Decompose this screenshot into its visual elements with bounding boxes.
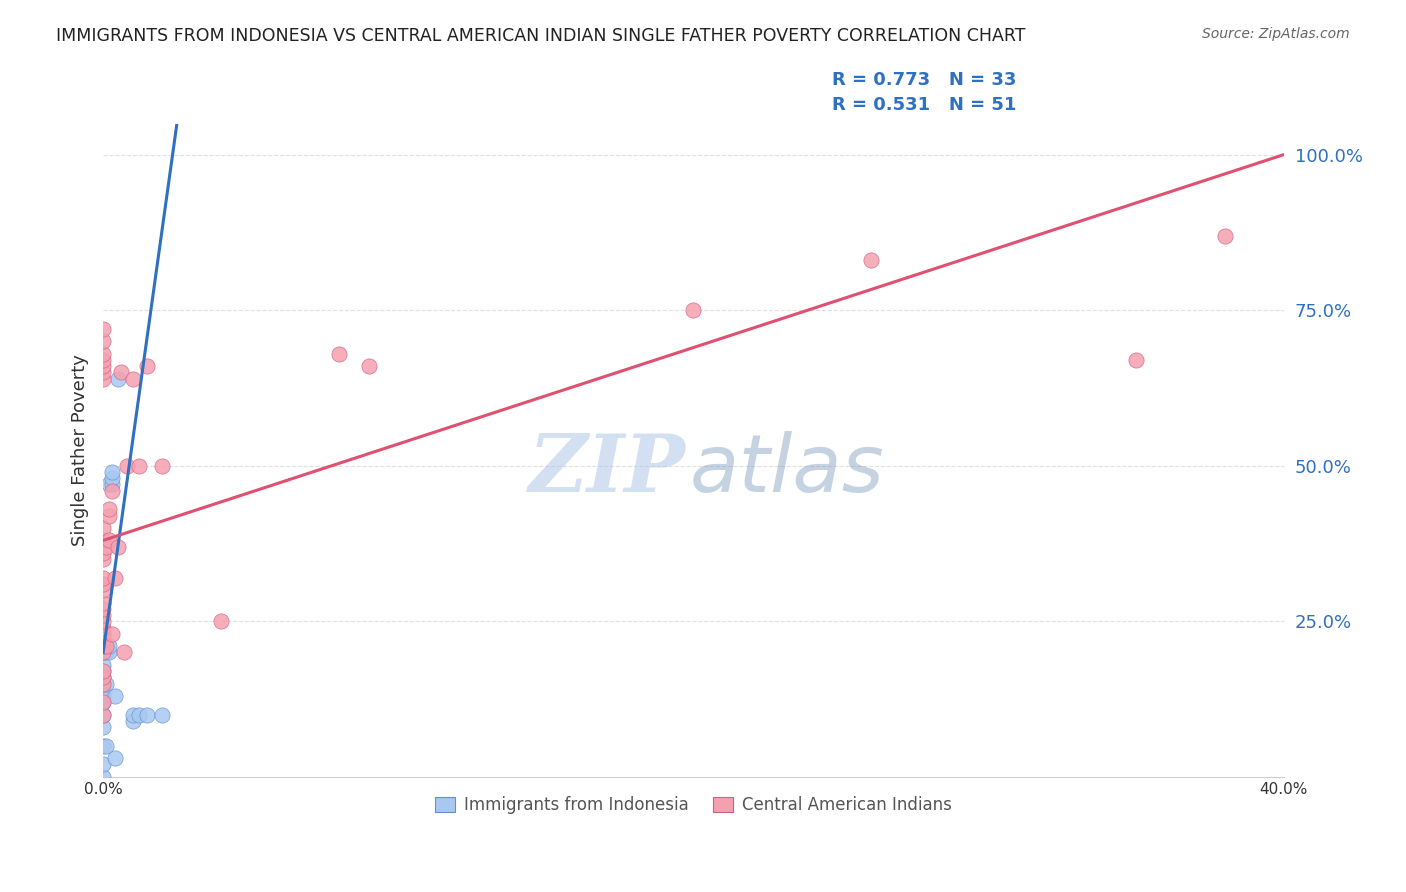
Point — [91, 639, 114, 653]
Point — [112, 645, 135, 659]
Point — [91, 676, 114, 690]
Legend: Immigrants from Indonesia, Central American Indians: Immigrants from Indonesia, Central Ameri… — [429, 789, 959, 821]
Point — [150, 707, 173, 722]
Point — [91, 670, 114, 684]
Point — [91, 670, 114, 684]
Point — [357, 359, 380, 374]
Point — [104, 571, 127, 585]
Point — [91, 632, 114, 647]
Point — [101, 626, 124, 640]
Point — [101, 471, 124, 485]
Point — [91, 757, 114, 772]
Point — [859, 253, 882, 268]
Point — [136, 707, 159, 722]
Point — [104, 689, 127, 703]
Point — [107, 371, 129, 385]
Point — [94, 739, 117, 753]
Point — [91, 371, 114, 385]
Point — [136, 359, 159, 374]
Point — [91, 521, 114, 535]
Point — [98, 645, 121, 659]
Point — [98, 533, 121, 548]
Point — [91, 347, 114, 361]
Text: R = 0.773   N = 33: R = 0.773 N = 33 — [831, 70, 1017, 89]
Point — [91, 608, 114, 623]
Point — [101, 483, 124, 498]
Point — [98, 502, 121, 516]
Point — [91, 645, 114, 659]
Point — [121, 714, 143, 728]
Point — [91, 359, 114, 374]
Point — [91, 621, 114, 635]
Point — [94, 639, 117, 653]
Point — [91, 533, 114, 548]
Point — [91, 583, 114, 598]
Point — [91, 639, 114, 653]
Point — [209, 615, 232, 629]
Point — [98, 508, 121, 523]
Y-axis label: Single Father Poverty: Single Father Poverty — [72, 354, 89, 546]
Point — [91, 707, 114, 722]
Point — [94, 540, 117, 554]
Point — [91, 707, 114, 722]
Point — [110, 366, 132, 380]
Point — [91, 322, 114, 336]
Point — [94, 676, 117, 690]
Point — [1125, 353, 1147, 368]
Point — [91, 689, 114, 703]
Point — [91, 626, 114, 640]
Point — [98, 477, 121, 491]
Text: R = 0.531   N = 51: R = 0.531 N = 51 — [831, 96, 1017, 114]
Point — [91, 596, 114, 610]
Point — [91, 645, 114, 659]
Point — [94, 645, 117, 659]
Point — [91, 602, 114, 616]
Point — [150, 458, 173, 473]
Point — [91, 695, 114, 709]
Point — [121, 371, 143, 385]
Text: IMMIGRANTS FROM INDONESIA VS CENTRAL AMERICAN INDIAN SINGLE FATHER POVERTY CORRE: IMMIGRANTS FROM INDONESIA VS CENTRAL AME… — [56, 27, 1026, 45]
Point — [91, 664, 114, 678]
Point — [1213, 228, 1236, 243]
Point — [682, 303, 704, 318]
Point — [104, 751, 127, 765]
Point — [91, 695, 114, 709]
Point — [91, 571, 114, 585]
Text: ZIP: ZIP — [529, 431, 685, 508]
Point — [91, 552, 114, 566]
Point — [91, 770, 114, 784]
Point — [91, 676, 114, 690]
Point — [101, 465, 124, 479]
Point — [91, 577, 114, 591]
Point — [101, 477, 124, 491]
Point — [91, 664, 114, 678]
Text: atlas: atlas — [690, 431, 884, 508]
Point — [115, 458, 138, 473]
Point — [98, 639, 121, 653]
Point — [91, 739, 114, 753]
Point — [91, 334, 114, 349]
Text: Source: ZipAtlas.com: Source: ZipAtlas.com — [1202, 27, 1350, 41]
Point — [107, 540, 129, 554]
Point — [91, 632, 114, 647]
Point — [91, 626, 114, 640]
Point — [91, 720, 114, 734]
Point — [91, 657, 114, 672]
Point — [128, 707, 150, 722]
Point — [128, 458, 150, 473]
Point — [91, 366, 114, 380]
Point — [328, 347, 350, 361]
Point — [91, 682, 114, 697]
Point — [121, 707, 143, 722]
Point — [91, 615, 114, 629]
Point — [91, 353, 114, 368]
Point — [91, 546, 114, 560]
